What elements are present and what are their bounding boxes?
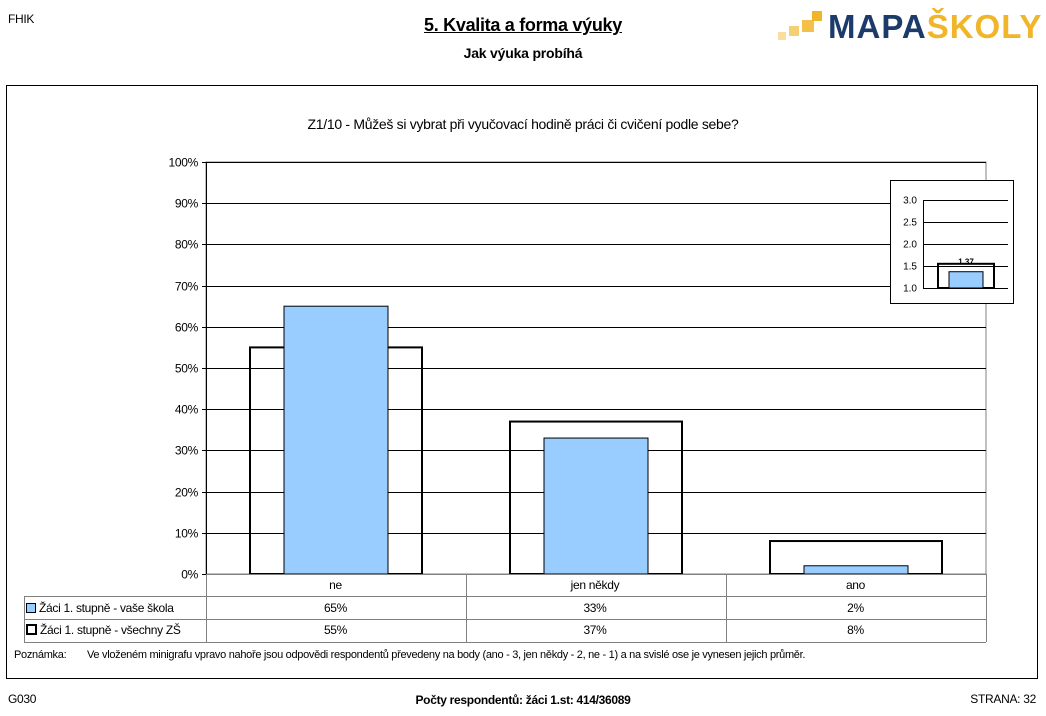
note-label: Poznámka:	[14, 649, 67, 661]
note-text: Ve vloženém minigrafu vpravo nahoře jsou…	[87, 649, 806, 661]
y-tick-label: 90%	[175, 197, 199, 211]
y-tick-label: 20%	[175, 486, 199, 500]
category-label: ne	[329, 578, 342, 592]
logo-text-part1: MAPA	[828, 8, 927, 45]
y-tick-label: 0%	[181, 568, 198, 582]
category-label: jen někdy	[570, 578, 620, 592]
y-tick-label: 40%	[175, 403, 199, 417]
chart-data-table: ne jen někdy ano Žáci 1. stupně - vaše š…	[24, 574, 986, 642]
data-label: 8%	[847, 623, 864, 637]
chart-title: Z1/10 - Můžeš si vybrat při vyučovací ho…	[307, 116, 739, 132]
y-tick-label: 10%	[175, 527, 199, 541]
y-tick-label: 50%	[175, 362, 199, 376]
bar-school	[543, 437, 649, 575]
respondent-counts: Počty respondentů: žáci 1.st: 414/36089	[415, 693, 631, 707]
mini-y-tick-label: 1.0	[903, 284, 917, 295]
data-label: 33%	[583, 601, 607, 615]
mini-y-tick-label: 1.5	[903, 262, 917, 273]
legend-entry-school: Žáci 1. stupně - vaše škola	[26, 597, 174, 619]
y-tick-label: 80%	[175, 238, 199, 252]
legend-swatch-school	[26, 603, 36, 613]
bar-school	[283, 305, 389, 575]
mini-y-tick-label: 2.5	[903, 218, 917, 229]
data-label: 2%	[847, 601, 864, 615]
logo-text-part2: ŠKOLY	[926, 8, 1043, 45]
chart-frame	[6, 85, 1038, 679]
footer-code: G030	[8, 692, 37, 706]
report-code: FHIK	[8, 12, 35, 26]
data-label: 37%	[583, 623, 607, 637]
legend-entry-all-schools: Žáci 1. stupně - všechny ZŠ	[26, 619, 181, 641]
page-subtitle: Jak výuka probíhá	[463, 45, 583, 61]
legend-swatch-all-schools	[26, 624, 37, 635]
page-title: 5. Kvalita a forma výuky	[424, 15, 622, 35]
y-tick-label: 70%	[175, 280, 199, 294]
page-number: STRANA: 32	[970, 692, 1036, 706]
category-label: ano	[845, 578, 866, 592]
y-tick-label: 60%	[175, 321, 199, 335]
mini-bar-school	[948, 271, 984, 289]
bar-school	[803, 565, 909, 575]
data-label: 65%	[323, 601, 348, 615]
inset-mini-chart: 1.0 1.5 2.0 2.5 3.0 1.37	[890, 180, 1014, 304]
y-tick-label: 30%	[175, 444, 199, 458]
data-label: 55%	[323, 623, 348, 637]
mini-y-tick-label: 2.0	[903, 240, 917, 251]
mapa-skoly-logo: MAPAŠKOLY	[778, 8, 1041, 48]
mini-y-tick-label: 3.0	[903, 196, 917, 207]
y-tick-label: 100%	[169, 156, 199, 170]
mini-data-label: 1.37	[958, 258, 974, 267]
